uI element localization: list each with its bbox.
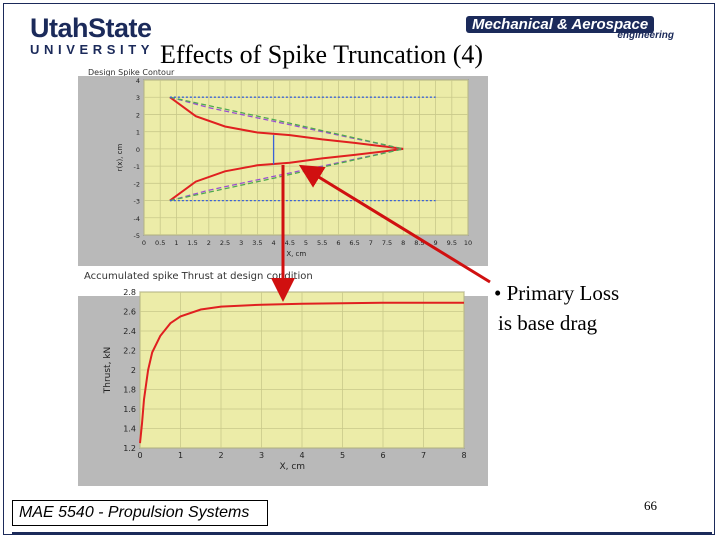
mae-logo: Mechanical & Aerospace engineering [466, 16, 696, 41]
series-line [139, 301, 464, 444]
y-tick-label: 1.4 [123, 425, 136, 434]
x-tick-label: 7 [369, 239, 373, 247]
y-axis-label: r(x), cm [116, 144, 124, 172]
y-tick-label: -3 [134, 198, 140, 206]
y-tick-label: -2 [134, 180, 140, 188]
x-tick-label: 0.5 [155, 239, 165, 247]
x-tick-label: 6 [380, 451, 385, 460]
x-tick-label: 4 [299, 451, 304, 460]
x-axis-label: X, cm [286, 250, 306, 258]
x-tick-label: 5 [304, 239, 308, 247]
page-number: 66 [644, 498, 657, 513]
y-tick-label: 2 [136, 111, 140, 119]
y-tick-label: -1 [134, 163, 140, 171]
y-axis-label: Thrust, kN [103, 347, 113, 395]
chart-title: Design Spike Contour [88, 68, 175, 77]
x-tick-label: 3 [259, 451, 264, 460]
logo-sub-text: UNIVERSITY [30, 42, 155, 57]
y-tick-label: -4 [134, 215, 140, 223]
y-tick-label: 0 [136, 146, 140, 154]
mae-logo-sub: engineering [617, 30, 674, 41]
y-tick-label: 2.2 [123, 347, 136, 356]
x-tick-label: 5 [340, 451, 345, 460]
y-tick-label: 1.6 [123, 405, 136, 414]
x-tick-label: 9.5 [447, 239, 457, 247]
y-tick-label: 1.2 [123, 444, 136, 453]
y-tick-label: 3 [136, 94, 140, 102]
mae-logo-main: Mechanical & Aerospace [466, 16, 655, 33]
x-tick-label: 3 [239, 239, 243, 247]
x-tick-label: 5.5 [317, 239, 327, 247]
slide-title: Effects of Spike Truncation (4) [160, 40, 484, 69]
slide-bottom-rule [12, 532, 712, 535]
x-tick-label: 6 [336, 239, 340, 247]
x-tick-label: 7.5 [382, 239, 392, 247]
x-tick-label: 3.5 [252, 239, 262, 247]
utah-state-logo: UtahState UNIVERSITY [30, 14, 154, 62]
y-tick-label: 2.4 [123, 327, 136, 336]
x-tick-label: 2 [207, 239, 211, 247]
y-tick-label: 1 [136, 129, 140, 137]
bullet-line-2: is base drag [498, 311, 598, 335]
x-tick-label: 8 [401, 239, 405, 247]
y-tick-label: 2.8 [123, 288, 136, 297]
series-line [169, 147, 404, 202]
course-footer: MAE 5540 - Propulsion Systems [12, 500, 268, 526]
bullet-text: • Primary Loss is base drag [494, 278, 694, 338]
x-tick-label: 9 [434, 239, 438, 247]
chart-figure: Design Spike Contour 0 0.5 1 1.5 2 2.5 3 3.5 4 4.5… [78, 68, 488, 486]
x-tick-label: 8 [461, 451, 466, 460]
series-line [169, 148, 404, 202]
y-tick-label: -5 [134, 232, 140, 240]
x-tick-label: 1.5 [187, 239, 197, 247]
x-tick-label: 2.5 [220, 239, 230, 247]
chart-title: Accumulated spike Thrust at design condi… [84, 271, 313, 282]
y-tick-label: 1.8 [123, 386, 136, 395]
y-tick-label: 2 [131, 366, 136, 375]
x-tick-label: 10 [464, 239, 472, 247]
y-tick-label: 4 [136, 77, 140, 85]
x-tick-label: 8.5 [414, 239, 424, 247]
bullet-line-1: • Primary Loss [494, 281, 620, 305]
x-tick-label: 4.5 [285, 239, 295, 247]
x-axis-label: X, cm [279, 462, 305, 472]
y-tick-label: 2.6 [123, 308, 136, 317]
x-tick-label: 6.5 [349, 239, 359, 247]
x-tick-label: 1 [174, 239, 178, 247]
logo-main-text: UtahState [30, 13, 152, 43]
series-line [169, 96, 404, 150]
x-tick-label: 0 [142, 239, 146, 247]
x-tick-label: 1 [178, 451, 183, 460]
x-tick-label: 4 [272, 239, 276, 247]
x-tick-label: 7 [421, 451, 426, 460]
x-tick-label: 0 [137, 451, 142, 460]
x-tick-label: 2 [218, 451, 223, 460]
series-line [169, 96, 404, 150]
